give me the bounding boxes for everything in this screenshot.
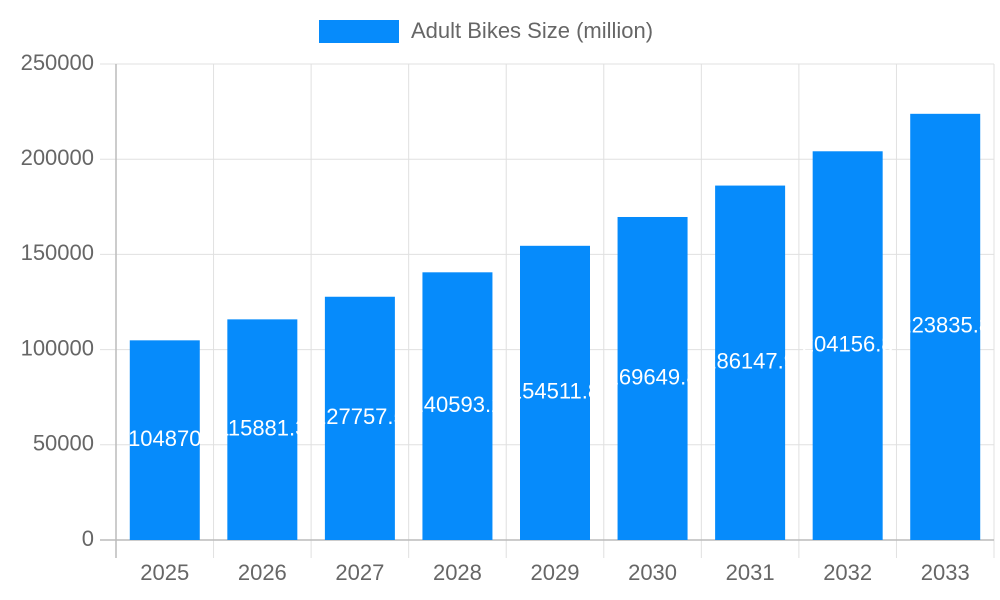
x-tick-label: 2026 [238,560,287,585]
bar [324,296,395,540]
data-label: 186147.9 [704,349,796,374]
data-label: 104870 [128,426,201,451]
y-tick-label: 0 [82,526,94,551]
x-tick-label: 2030 [628,560,677,585]
x-tick-label: 2033 [921,560,970,585]
data-label: 127757.5 [314,404,406,429]
x-tick-label: 2027 [335,560,384,585]
y-tick-label: 50000 [33,431,94,456]
y-tick-label: 150000 [21,240,94,265]
x-tick-label: 2029 [531,560,580,585]
data-label: 169649.8 [607,364,699,389]
bar [422,272,493,540]
y-tick-label: 200000 [21,145,94,170]
x-tick-label: 2031 [726,560,775,585]
data-label: 223835.8 [899,313,991,338]
bar [715,185,786,540]
bar [227,319,298,540]
x-tick-label: 2032 [823,560,872,585]
data-label: 204156.8 [802,331,894,356]
data-label: 115881.3 [217,415,307,440]
y-tick-label: 100000 [21,335,94,360]
bar [129,340,200,540]
bar [812,151,883,540]
x-tick-label: 2025 [140,560,189,585]
data-label: 154511.8 [510,379,600,404]
bar [520,245,590,540]
y-tick-label: 250000 [21,50,94,75]
legend-swatch [319,20,399,43]
bar [617,216,688,540]
data-label: 140593.2 [412,392,504,417]
bar [910,113,981,540]
x-tick-label: 2028 [433,560,482,585]
legend-label: Adult Bikes Size (million) [411,18,653,43]
